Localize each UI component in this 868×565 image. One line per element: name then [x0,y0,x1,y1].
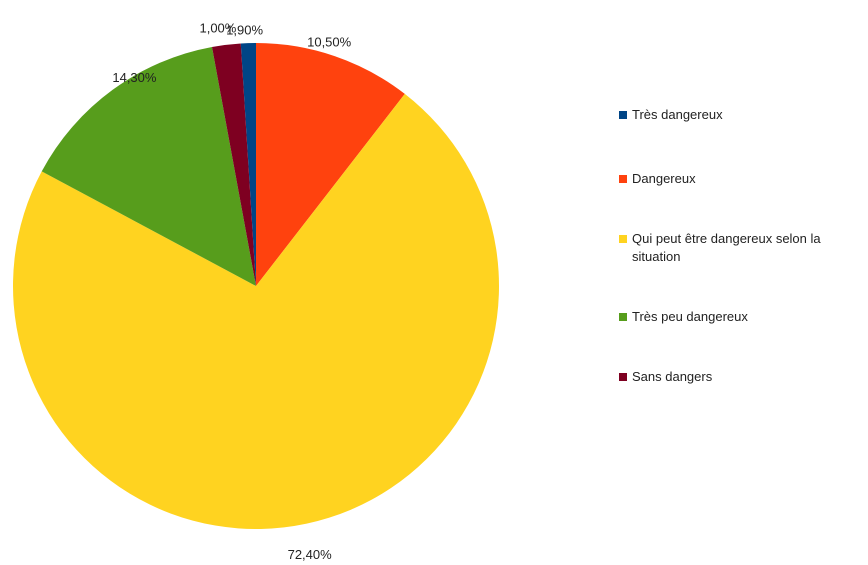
pie-slice [41,47,257,287]
pie-slice [240,43,256,286]
legend-item-qui-peut-etre-dangereux: Qui peut être dangereux selon la situati… [619,230,864,266]
data-label: 14,30% [112,70,157,85]
legend-item-tres-dangereux: Très dangereux [619,106,864,124]
legend-item-sans-dangers: Sans dangers [619,368,864,386]
pie-slice [256,43,405,286]
legend-label: Sans dangers [632,369,713,384]
data-label: 10,50% [307,34,352,49]
pie-slice [212,43,256,286]
pie-data-labels: 1,00% 10,50% 72,40% 14,30% 1,90% [112,21,351,562]
legend-swatch [619,373,627,381]
legend-swatch [619,235,627,243]
data-label: 72,40% [288,547,333,562]
legend-label: Qui peut être dangereux selon la situati… [632,231,821,264]
legend-swatch [619,175,627,183]
legend-label: Dangereux [632,171,696,186]
data-label: 1,00% [199,21,236,36]
legend-swatch [619,111,627,119]
pie-slice [12,93,499,529]
legend-swatch [619,313,627,321]
legend-label: Très peu dangereux [632,309,748,324]
pie-slices [12,43,499,529]
legend-item-dangereux: Dangereux [619,170,864,188]
legend-item-tres-peu-dangereux: Très peu dangereux [619,308,864,326]
legend-label: Très dangereux [632,107,723,122]
data-label: 1,90% [226,22,263,37]
